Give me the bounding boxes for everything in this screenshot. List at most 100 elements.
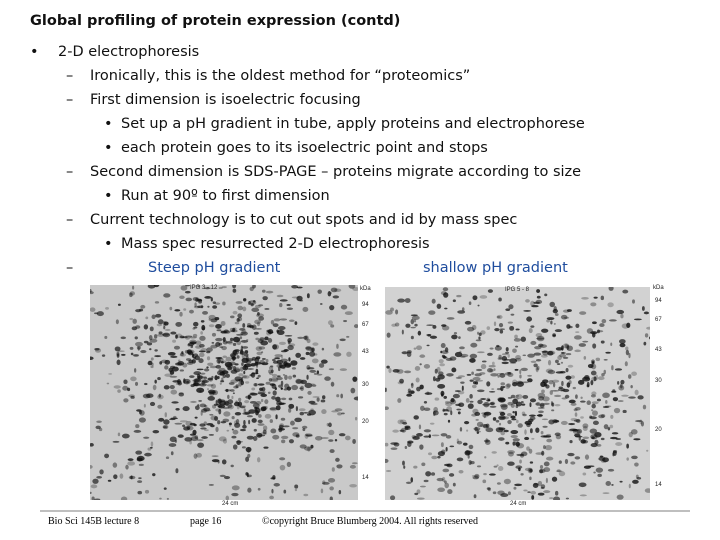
gel-spot — [310, 444, 314, 449]
gel-spot — [539, 402, 545, 408]
gel-spot — [159, 361, 163, 365]
gel-spot — [305, 346, 313, 352]
gel-spot — [246, 435, 254, 440]
gel-spot — [631, 371, 637, 376]
gel-spot — [586, 400, 591, 406]
gel-spot — [589, 428, 598, 434]
gel-spot — [193, 321, 199, 327]
gel-spot — [227, 366, 233, 371]
gel-spot — [644, 333, 649, 338]
gel-spot — [199, 352, 205, 358]
gel-spot — [596, 398, 601, 402]
gel-spot — [143, 324, 149, 330]
gel-spot — [613, 407, 621, 414]
gel-spot — [303, 411, 309, 414]
gel-spot — [348, 285, 356, 289]
gel-spot — [520, 473, 524, 476]
gel-spot — [441, 354, 446, 358]
gel-spot — [316, 370, 320, 375]
gel-spot — [437, 487, 445, 493]
gel-spot — [386, 365, 390, 369]
gel-spot — [209, 413, 214, 416]
gel-spot — [221, 286, 227, 289]
gel-spot — [550, 320, 553, 325]
gel-spot — [561, 345, 564, 351]
gel-spot — [459, 427, 463, 432]
gel-spot — [266, 330, 271, 332]
gel-spot — [179, 369, 184, 372]
gel-spot — [597, 473, 602, 477]
gel-spot — [508, 304, 514, 310]
gel-spot — [466, 429, 469, 432]
gel-spot — [506, 383, 511, 388]
gel-spot — [294, 321, 298, 325]
gel-spot — [242, 375, 250, 379]
gel-spot — [215, 337, 223, 342]
gel-spot — [261, 387, 266, 392]
gel-spot — [393, 442, 400, 447]
gel-spot — [130, 352, 134, 356]
gel-spot — [282, 363, 286, 370]
gel-spot — [399, 378, 404, 384]
gel-spot — [324, 376, 331, 381]
gel-spot — [467, 454, 470, 459]
gel-spot — [96, 420, 102, 423]
gel-spot — [143, 436, 150, 439]
gel-spot — [245, 446, 252, 453]
gel-spot — [510, 415, 516, 419]
gel-spot — [565, 352, 572, 356]
gel-spot — [469, 394, 473, 399]
gel-spot — [150, 365, 154, 369]
gel-spot — [282, 374, 286, 376]
gel-spot — [239, 405, 246, 409]
gel-spot — [515, 401, 522, 407]
gel-spot — [149, 446, 153, 449]
gel-spot — [309, 369, 317, 373]
gel-spot — [113, 474, 118, 480]
gel-spot — [560, 502, 567, 507]
gel-spot — [191, 344, 194, 348]
bullet-marker: • — [104, 116, 113, 132]
gel-spot — [284, 383, 290, 389]
gel-spot — [520, 451, 528, 457]
gel-spot — [225, 373, 230, 378]
gel-spot — [185, 421, 193, 427]
gel-spot — [522, 354, 527, 357]
gel-spot — [657, 404, 664, 407]
gel-spot — [609, 424, 614, 429]
gel-spot — [215, 364, 222, 369]
gel-spot — [284, 335, 293, 337]
gel-spot — [458, 469, 464, 474]
gel-spot — [317, 289, 322, 294]
gel-spot — [223, 411, 231, 417]
gel-spot — [434, 397, 440, 401]
gel-spot — [224, 361, 233, 368]
gel-spot — [94, 348, 102, 353]
gel-spot — [417, 330, 422, 336]
gel-spot — [272, 323, 279, 328]
footer-copyright: ©copyright Bruce Blumberg 2004. All righ… — [262, 516, 478, 527]
gel-spot — [491, 451, 497, 454]
unit-label: kDa — [360, 286, 371, 292]
gel-spot — [157, 319, 164, 325]
gel-spot — [560, 314, 568, 320]
gel-spot — [565, 497, 569, 500]
gel-spot — [163, 325, 166, 330]
gel-spot — [471, 413, 477, 417]
gel-spot — [665, 417, 671, 419]
gel-spot — [603, 424, 609, 430]
gel-spot — [258, 304, 264, 307]
gel-spot — [219, 346, 224, 349]
gel-spot — [575, 394, 578, 399]
gel-spot — [208, 434, 215, 436]
gel-spot — [633, 438, 641, 441]
gel-spot — [498, 322, 504, 328]
gel-spot — [402, 421, 408, 425]
gel-spot — [239, 406, 246, 409]
gel-spot — [620, 379, 625, 385]
gel-spot — [140, 350, 147, 354]
gel-spot — [175, 362, 183, 366]
gel-spot — [276, 376, 283, 381]
gel-spot — [529, 402, 532, 408]
gel-spot — [505, 351, 510, 354]
